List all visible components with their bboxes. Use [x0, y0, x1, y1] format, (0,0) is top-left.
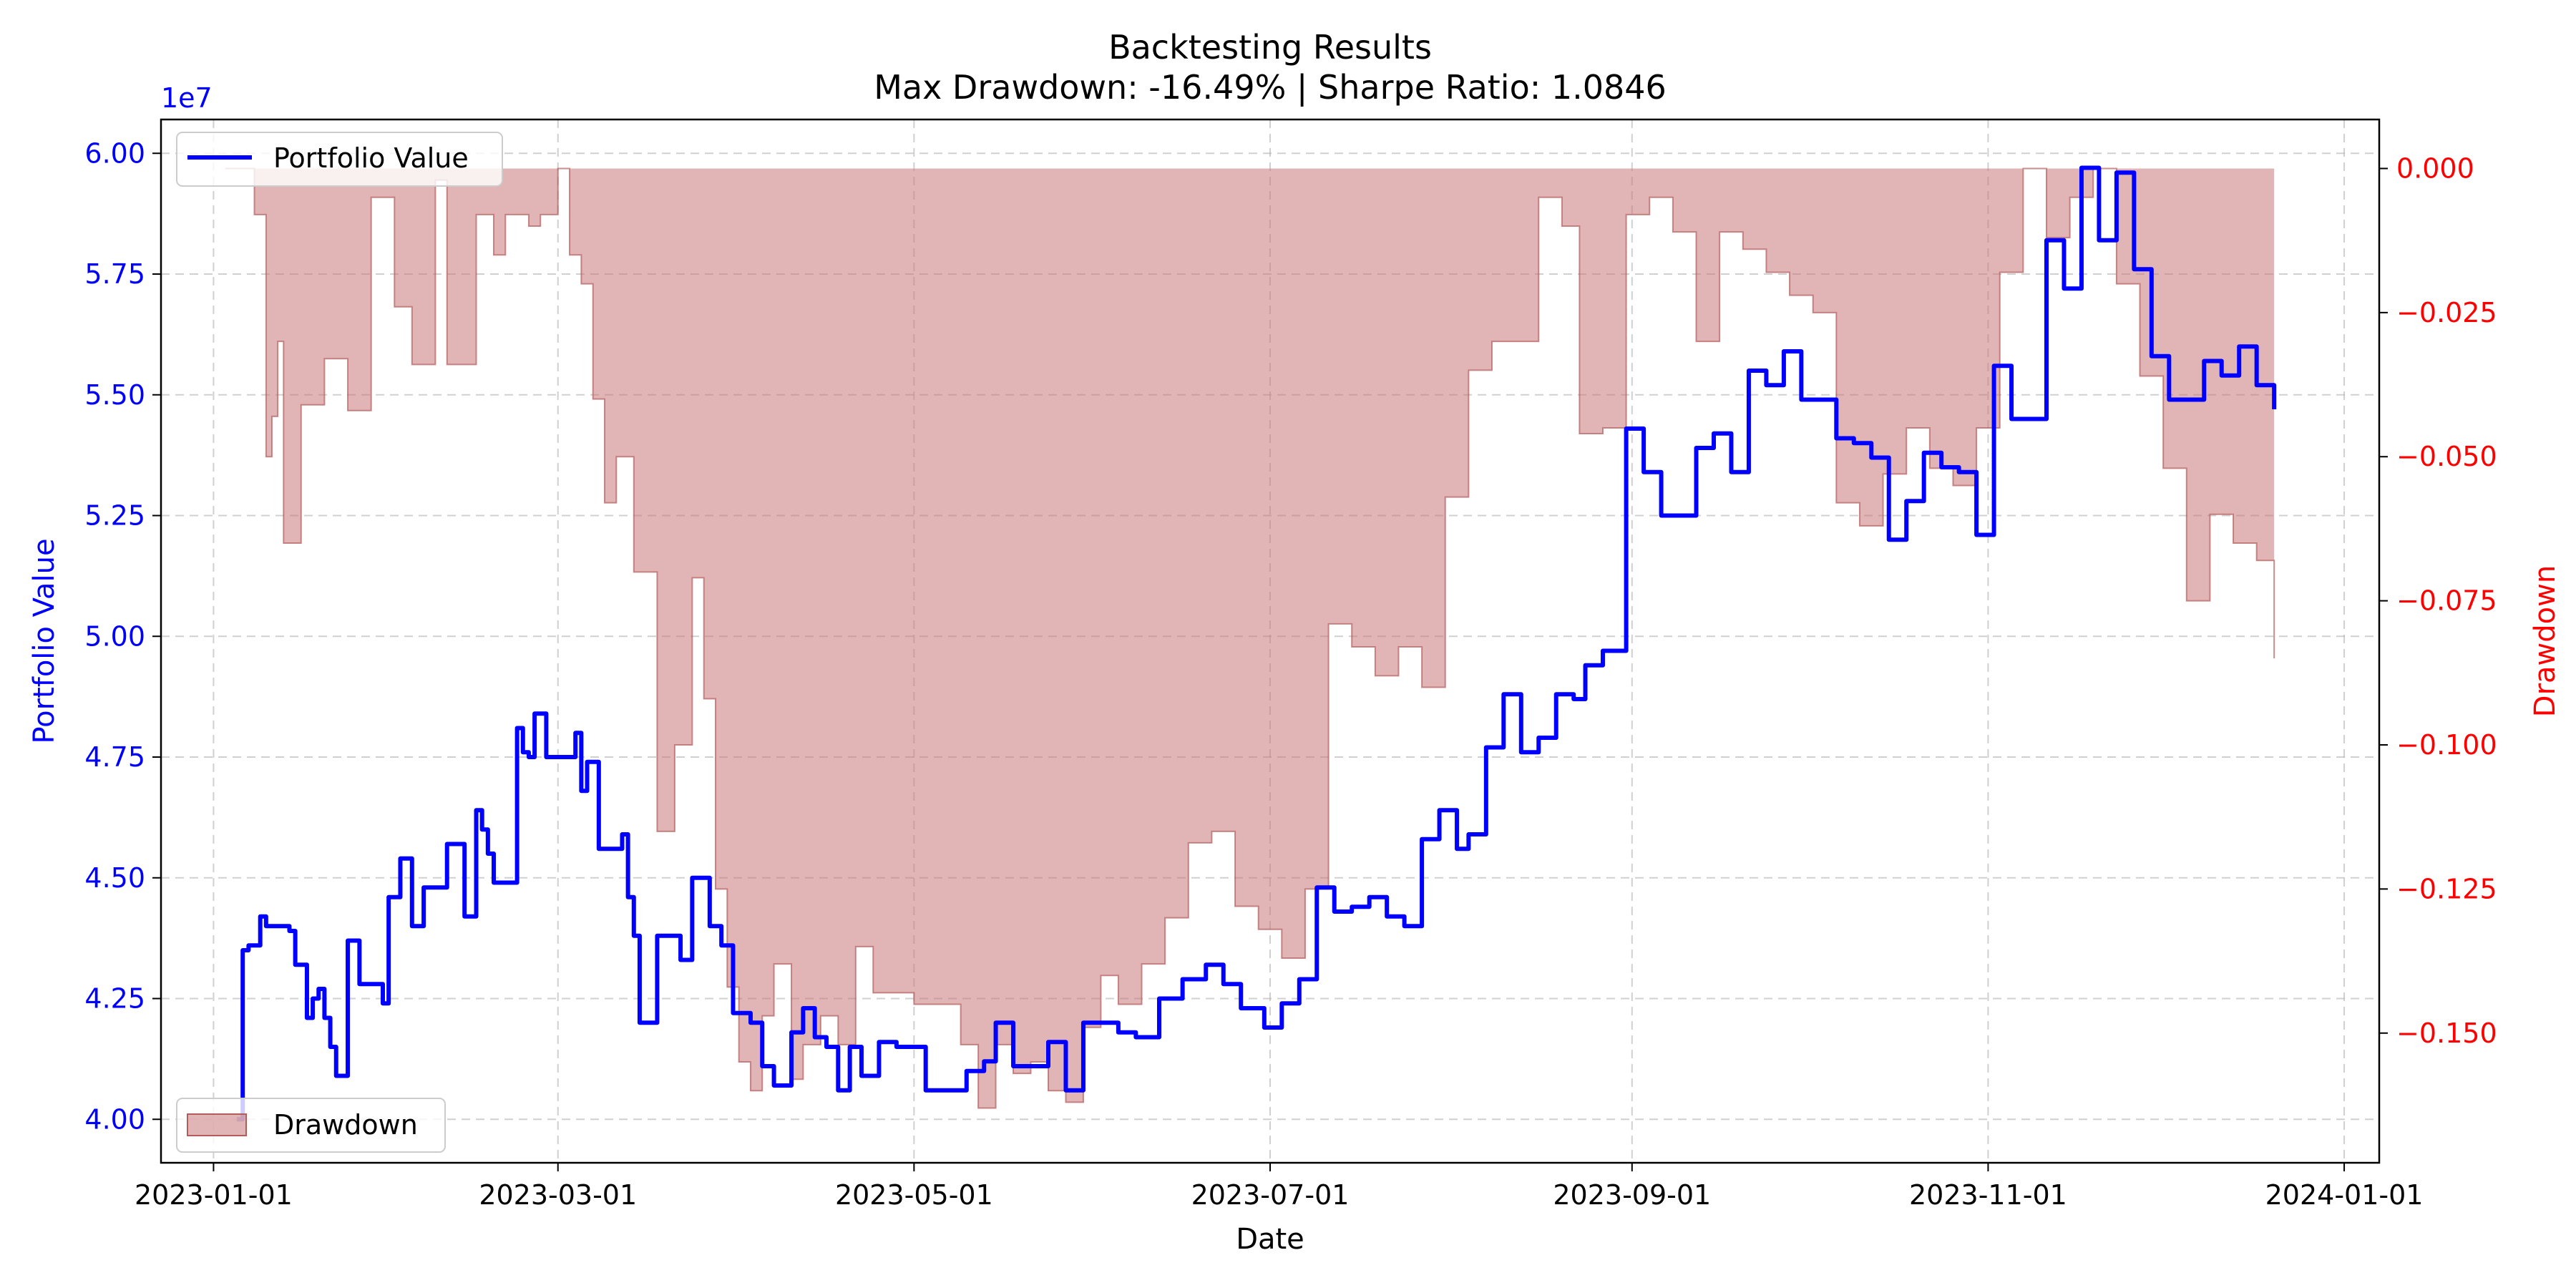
y-left-tick-label: 4.75	[84, 741, 145, 773]
y-left-tick-label: 4.00	[84, 1103, 145, 1135]
y-left-multiplier: 1e7	[161, 82, 213, 114]
x-axis-label: Date	[1236, 1223, 1304, 1256]
y-right-tick-label: −0.025	[2396, 297, 2497, 328]
legend-drawdown-label: Drawdown	[273, 1109, 418, 1141]
y-left-tick-label: 4.25	[84, 983, 145, 1015]
y-left-tick-label: 5.00	[84, 620, 145, 652]
x-tick-label: 2023-05-01	[835, 1179, 993, 1211]
legend-drawdown-swatch	[187, 1113, 247, 1136]
chart-title: Backtesting Results	[1108, 28, 1432, 67]
y-left-axis-label: Portfolio Value	[28, 538, 61, 743]
y-left-tick-label: 6.00	[84, 137, 145, 169]
x-tick-label: 2023-07-01	[1191, 1179, 1350, 1211]
y-right-tick-label: −0.075	[2396, 585, 2497, 617]
y-left-axis-ticks: 4.00 4.25 4.50 4.75 5.00 5.25 5.50 5.75 6.00	[84, 137, 161, 1135]
y-right-tick-label: −0.150	[2396, 1018, 2497, 1049]
legend-portfolio-box	[176, 132, 503, 187]
y-right-axis-label: Drawdown	[2529, 565, 2562, 717]
y-left-tick-label: 5.50	[84, 379, 145, 411]
drawdown-area	[225, 168, 2275, 1108]
y-right-tick-label: −0.100	[2396, 729, 2497, 761]
x-tick-label: 2023-09-01	[1553, 1179, 1711, 1211]
y-left-tick-label: 5.25	[84, 500, 145, 532]
y-right-tick-label: 0.000	[2396, 152, 2474, 184]
portfolio-layer	[237, 165, 2277, 1122]
drawdown-edge	[225, 167, 2275, 1109]
y-right-tick-label: −0.125	[2396, 873, 2497, 904]
y-left-tick-label: 5.75	[84, 258, 145, 290]
x-tick-label: 2024-01-01	[2265, 1179, 2424, 1211]
portfolio-value-line	[237, 165, 2277, 1122]
legend-portfolio: Portfolio Value	[176, 132, 503, 187]
chart-subtitle: Max Drawdown: -16.49% | Sharpe Ratio: 1.…	[874, 68, 1667, 107]
y-right-tick-label: −0.050	[2396, 441, 2497, 472]
drawdown-layer	[225, 167, 2275, 1109]
x-tick-label: 2023-11-01	[1909, 1179, 2067, 1211]
x-axis-ticks: 2023-01-01 2023-03-01 2023-05-01 2023-07-01…	[135, 1163, 2423, 1211]
y-left-tick-label: 4.50	[84, 862, 145, 894]
legend-portfolio-label: Portfolio Value	[273, 142, 469, 174]
x-tick-label: 2023-03-01	[479, 1179, 637, 1211]
legend-drawdown: Drawdown	[176, 1098, 446, 1153]
x-tick-label: 2023-01-01	[135, 1179, 293, 1211]
y-right-axis-ticks: 0.000 −0.025 −0.050 −0.075 −0.100 −0.125 −0.15…	[2379, 152, 2497, 1049]
legend-drawdown-box	[176, 1098, 446, 1153]
